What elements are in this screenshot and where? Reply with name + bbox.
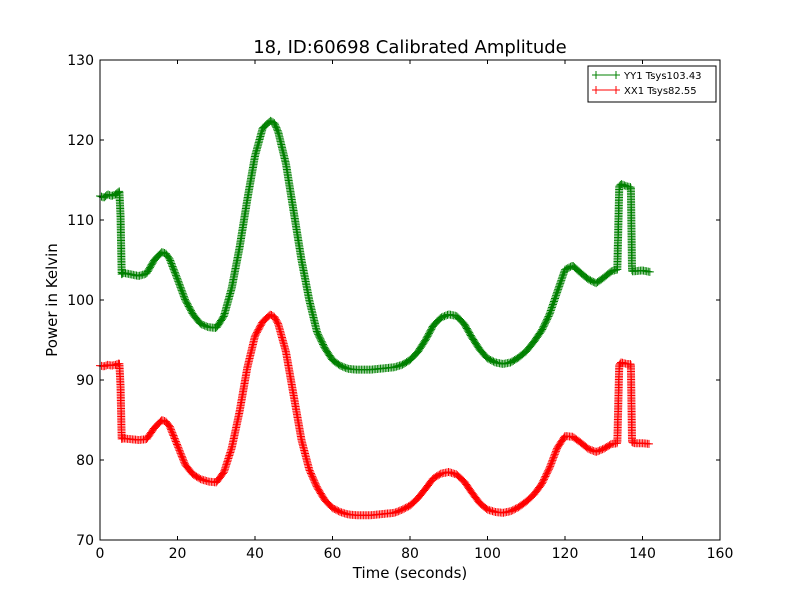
x-tick-label: 160	[707, 546, 734, 562]
legend-box	[587, 65, 717, 103]
y-tick-label: 80	[76, 453, 94, 469]
y-tick-label: 130	[67, 53, 94, 69]
x-axis-label: Time (seconds)	[352, 564, 468, 582]
series-layer	[96, 116, 654, 520]
data-point-marker	[645, 267, 654, 276]
y-tick-label: 90	[76, 373, 94, 389]
data-point-marker	[592, 71, 600, 79]
x-tick-label: 20	[169, 546, 187, 562]
plot-background	[100, 60, 720, 540]
x-tick-label: 100	[474, 546, 501, 562]
y-tick-label: 110	[67, 213, 94, 229]
legend-label: YY1 Tsys103.43	[623, 71, 702, 82]
y-tick-label: 100	[67, 293, 94, 309]
x-tick-label: 140	[629, 546, 656, 562]
x-axis: 0 20 40 60 80 100 120 140 160	[96, 60, 734, 562]
y-tick-label: 120	[67, 133, 94, 149]
legend-label: XX1 Tsys82.55	[624, 86, 697, 97]
x-tick-label: 120	[552, 546, 579, 562]
plot-area	[96, 59, 721, 541]
legend: YY1 Tsys103.43 XX1 Tsys82.55	[587, 65, 717, 103]
legend-item: YY1 Tsys103.43	[592, 71, 702, 82]
legend-item: XX1 Tsys82.55	[592, 86, 697, 97]
x-tick-label: 0	[96, 546, 105, 562]
data-point-marker	[592, 86, 600, 94]
data-point-marker	[611, 265, 620, 274]
series-2	[96, 310, 653, 520]
data-point-marker	[612, 86, 620, 94]
x-tick-label: 40	[246, 546, 264, 562]
x-tick-label: 60	[324, 546, 342, 562]
chart-title: 18, ID:60698 Calibrated Amplitude	[253, 37, 567, 58]
y-tick-label: 70	[76, 533, 94, 549]
y-axis-label: Power in Kelvin	[43, 243, 61, 357]
data-point-marker	[644, 439, 653, 448]
series-1	[96, 116, 654, 374]
y-axis: 70 80 90 100 110 120 130	[67, 53, 720, 549]
data-point-marker	[612, 71, 620, 79]
x-tick-label: 80	[401, 546, 419, 562]
